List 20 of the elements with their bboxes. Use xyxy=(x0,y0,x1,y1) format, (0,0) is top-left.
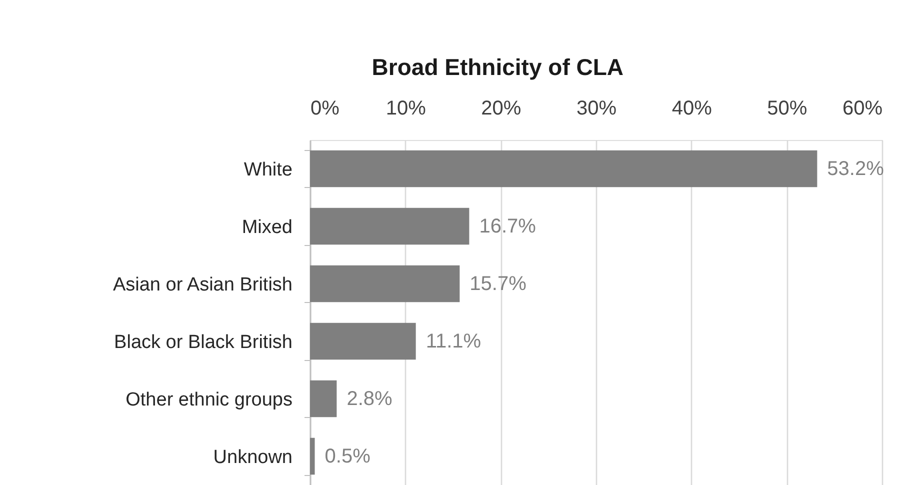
x-tick-label: 60% xyxy=(842,98,883,120)
y-tick-label: White xyxy=(244,159,292,180)
y-tick-label: Asian or Asian British xyxy=(112,274,292,296)
y-tick-label: Unknown xyxy=(213,446,292,468)
data-label: 15.7% xyxy=(470,272,527,295)
x-tick-label: 10% xyxy=(386,98,426,120)
y-tick-label: Black or Black British xyxy=(114,332,292,353)
x-tick-label: 30% xyxy=(576,98,617,120)
x-tick-label: 40% xyxy=(672,98,712,120)
data-label: 53.2% xyxy=(827,158,884,180)
x-tick-label: 20% xyxy=(481,98,522,120)
data-label: 11.1% xyxy=(426,330,482,352)
y-tick-label: Other ethnic groups xyxy=(126,389,292,410)
data-label: 2.8% xyxy=(346,388,392,410)
data-label: 16.7% xyxy=(479,215,536,238)
chart-title: Broad Ethnicity of CLA xyxy=(372,54,624,80)
x-tick-label: 0% xyxy=(310,98,340,120)
x-tick-label: 50% xyxy=(767,98,808,120)
y-tick-label: Mixed xyxy=(242,216,292,238)
data-label: 0.5% xyxy=(324,445,371,468)
